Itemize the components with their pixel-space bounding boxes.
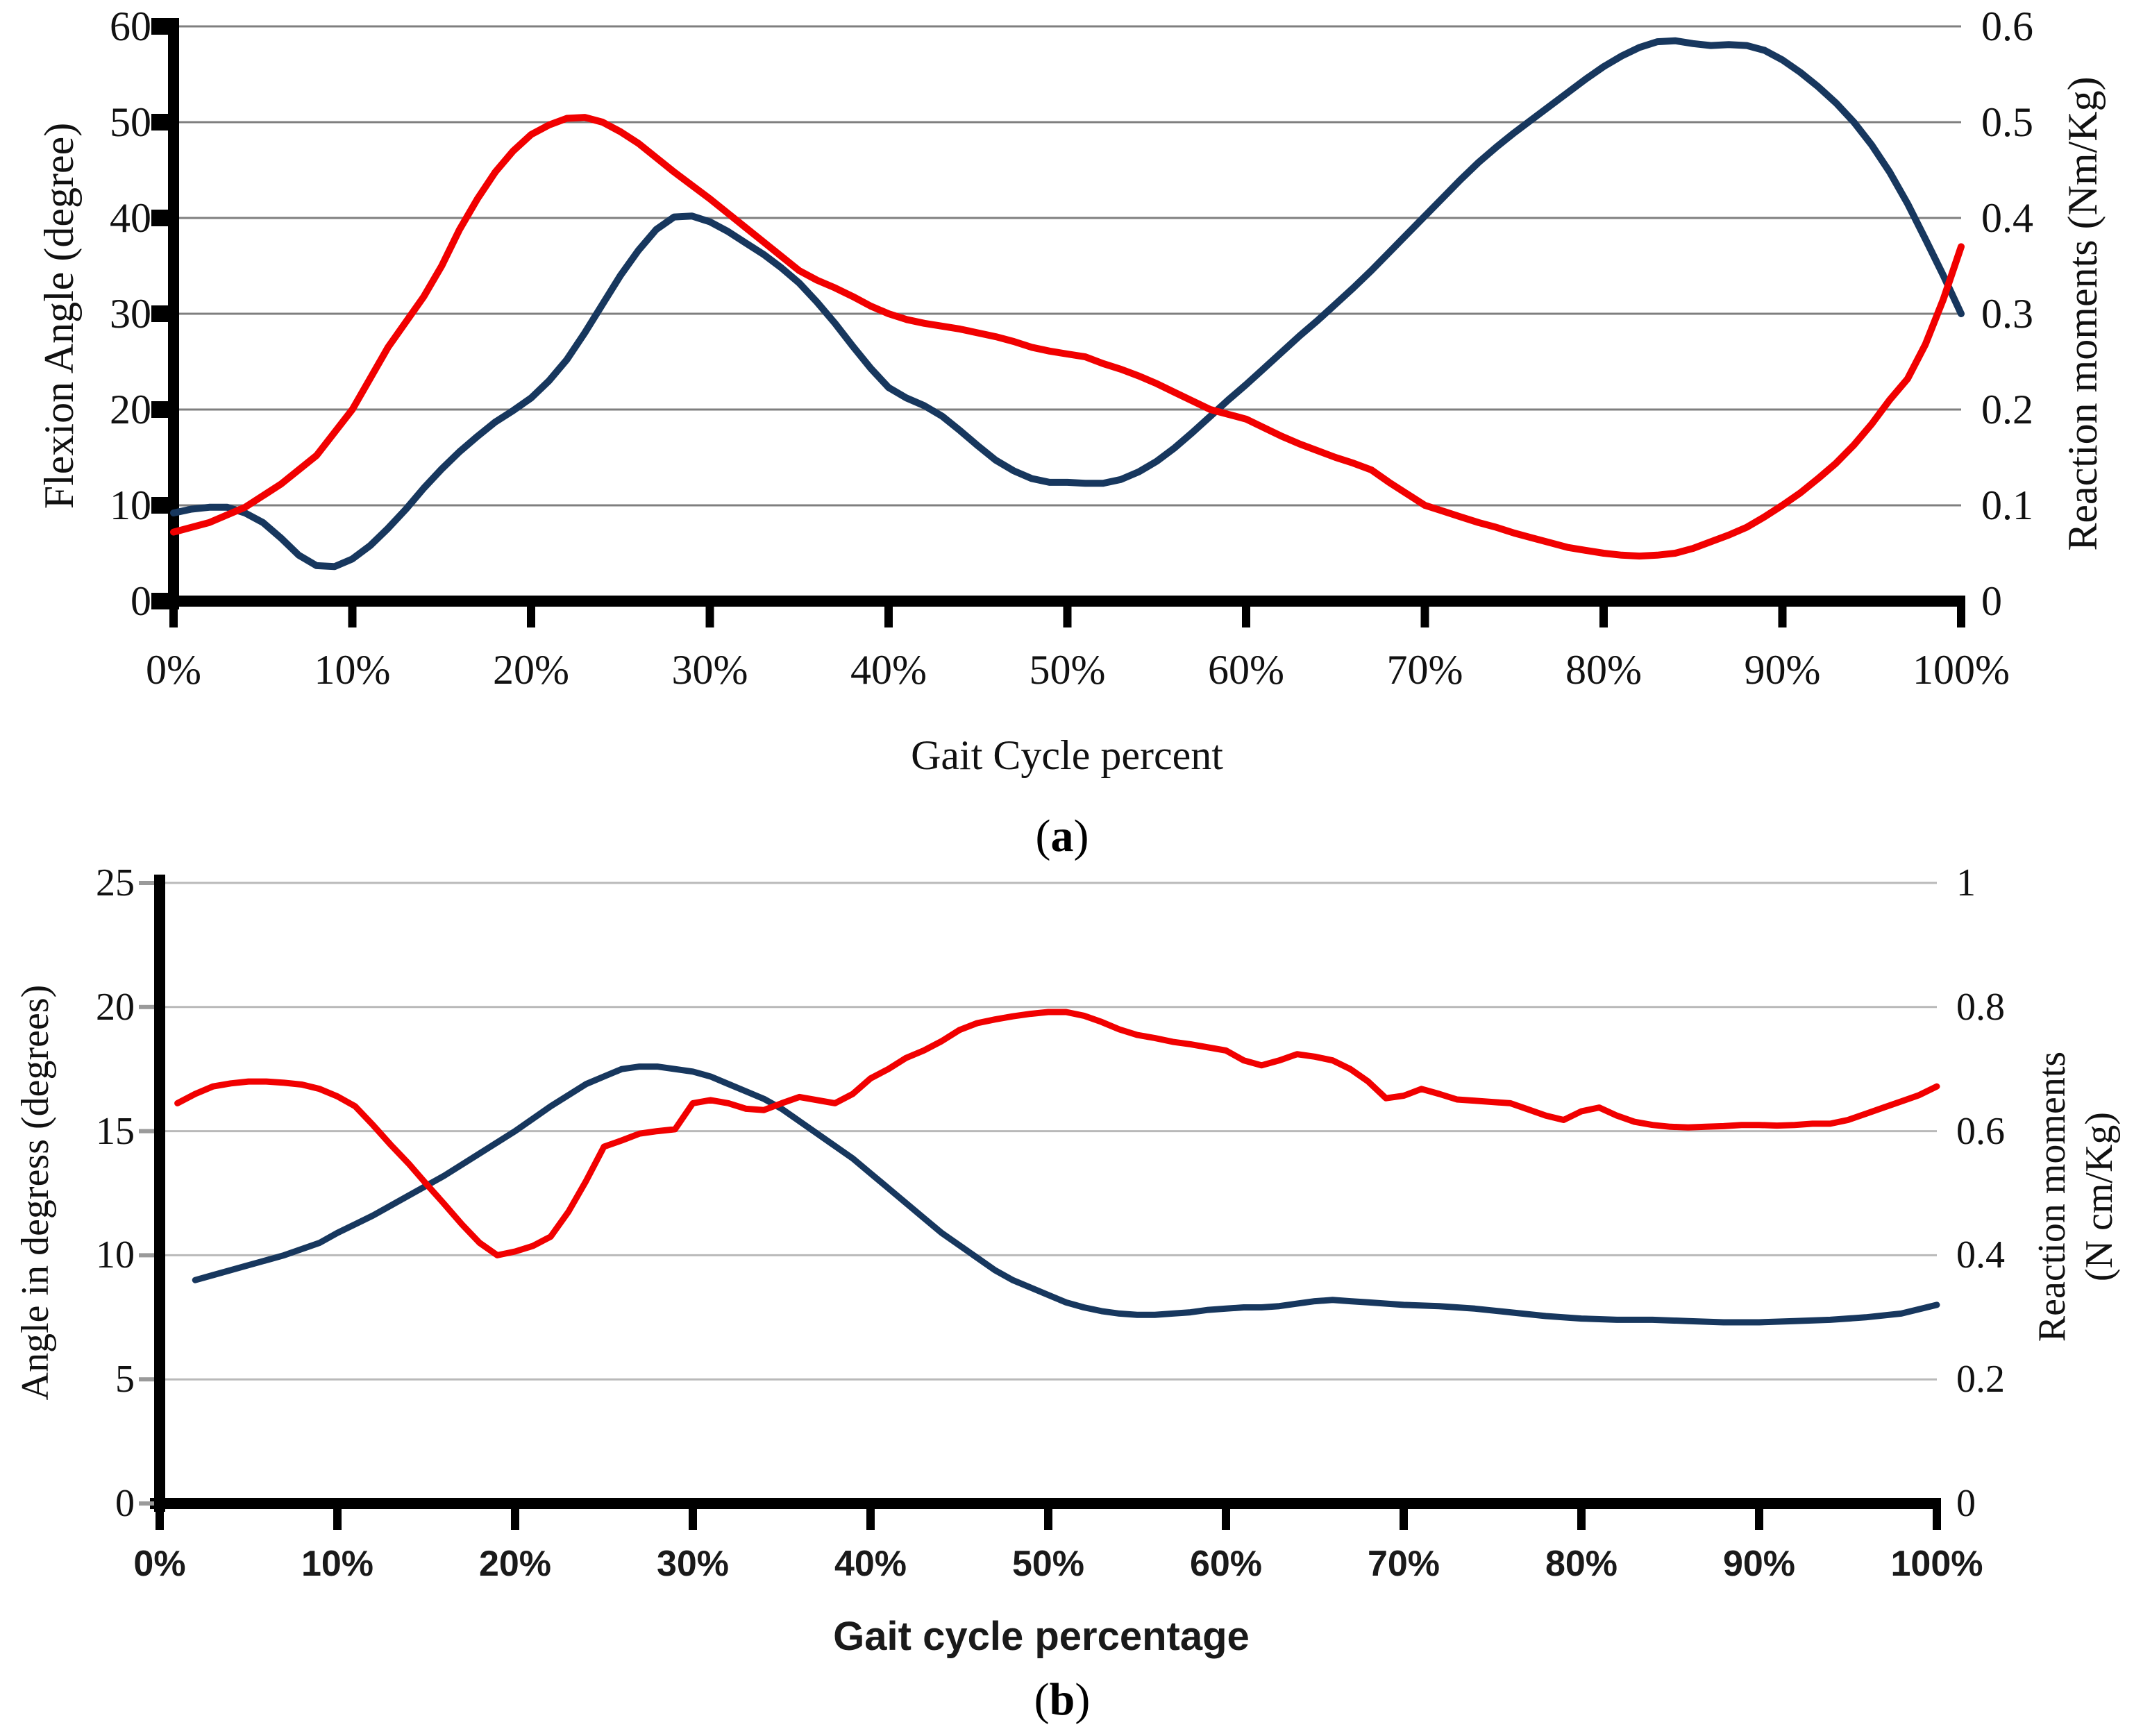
chart-a-caption: (a)	[923, 804, 1201, 869]
chart-a-x-tick	[884, 607, 893, 627]
chart-a-y-tick	[151, 497, 168, 514]
chart-b-y-tick	[139, 1253, 154, 1258]
chart-a-caption-open: (	[1035, 811, 1051, 861]
chart-b-x-tick	[1400, 1509, 1408, 1530]
chart-b-caption-close: )	[1075, 1674, 1091, 1725]
chart-b-x-tick	[1933, 1509, 1941, 1530]
chart-a-x-tick	[1778, 607, 1787, 627]
chart-a-y-tick	[151, 114, 168, 130]
chart-a-x-axis-title: Gait Cycle percent	[911, 732, 1223, 778]
chart-a-x-tick	[705, 607, 714, 627]
chart-b-y-axis	[154, 875, 165, 1512]
chart-a-y-tick	[151, 210, 168, 226]
chart-a-x-tick	[169, 607, 178, 627]
chart-a-x-tick	[1957, 607, 1965, 627]
chart-b-y-tick	[139, 1129, 154, 1134]
chart-b-x-tick	[1755, 1509, 1763, 1530]
chart-a-y-tick	[151, 593, 168, 609]
chart-a-y-tick	[151, 401, 168, 418]
chart-b-x-tick	[689, 1509, 697, 1530]
chart-a-right-axis-title: Reaction moments (Nm/Kg)	[2060, 76, 2106, 551]
chart-a-x-axis	[164, 596, 1965, 607]
chart-b-y-tick	[139, 1501, 154, 1506]
chart-b-caption: (b)	[923, 1667, 1201, 1733]
chart-b-x-tick	[866, 1509, 875, 1530]
chart-a-x-tick	[1063, 607, 1072, 627]
chart-b-series-angle	[192, 1063, 1940, 1326]
chart-b-x-tick	[333, 1509, 342, 1530]
chart-b-x-tick	[511, 1509, 519, 1530]
chart-b-x-axis-title: Gait cycle percentage	[833, 1614, 1250, 1659]
chart-a-x-tick	[1242, 607, 1250, 627]
chart-a-y-tick	[151, 18, 168, 35]
chart-a-series-flexion-angle	[170, 37, 1965, 571]
chart-a-y-axis	[168, 18, 179, 609]
chart-a-series-reaction-moment	[170, 114, 1965, 560]
chart-b-x-tick	[156, 1509, 164, 1530]
chart-b-x-tick	[1222, 1509, 1230, 1530]
chart-b-right-axis-title-line1: Reaction moments	[2031, 1051, 2074, 1342]
chart-a-y-tick	[151, 305, 168, 322]
chart-b-caption-open: (	[1034, 1674, 1050, 1725]
chart-b-y-tick	[139, 1377, 154, 1382]
chart-a-caption-close: )	[1073, 811, 1089, 861]
chart-b-series-reaction-moment	[174, 1009, 1940, 1258]
chart-b-left-axis-title: Angle in degress (degrees)	[14, 984, 57, 1401]
chart-b-caption-letter: b	[1049, 1674, 1075, 1725]
chart-b-x-tick	[1044, 1509, 1052, 1530]
chart-b-x-tick	[1577, 1509, 1586, 1530]
chart-b-y-tick	[139, 1004, 154, 1009]
chart-b-right-axis-title: Reaction moments (N cm/Kg)	[2028, 884, 2126, 1509]
chart-b-right-axis-title-line2: (N cm/Kg)	[2078, 1111, 2121, 1282]
chart-a-caption-letter: a	[1050, 811, 1074, 861]
chart-a-left-axis-title: Flexion Angle (degree)	[36, 122, 82, 509]
chart-a-x-tick	[1420, 607, 1429, 627]
chart-a-x-tick	[1599, 607, 1608, 627]
chart-a-x-tick	[527, 607, 535, 627]
chart-b-x-axis	[150, 1498, 1941, 1509]
chart-b-y-tick	[139, 881, 154, 885]
chart-a-x-tick	[348, 607, 357, 627]
